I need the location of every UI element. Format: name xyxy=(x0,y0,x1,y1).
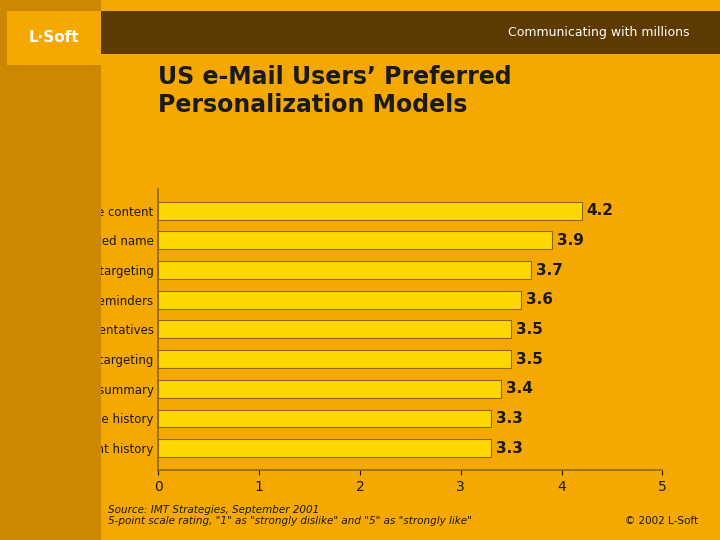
Bar xyxy=(158,232,552,249)
Text: 3.6: 3.6 xyxy=(526,292,554,307)
Text: 3.5: 3.5 xyxy=(516,322,543,337)
Text: 3.3: 3.3 xyxy=(496,441,523,456)
Bar xyxy=(158,202,582,220)
Text: 3.7: 3.7 xyxy=(536,262,563,278)
Bar xyxy=(158,291,521,309)
Bar xyxy=(158,321,511,338)
Text: © 2002 L-Soft: © 2002 L-Soft xyxy=(625,516,698,526)
Bar xyxy=(158,350,511,368)
Text: 3.3: 3.3 xyxy=(496,411,523,426)
Bar xyxy=(158,439,491,457)
Text: Communicating with millions: Communicating with millions xyxy=(508,26,689,39)
Text: 4.2: 4.2 xyxy=(587,203,614,218)
Bar xyxy=(158,261,531,279)
Text: US e-Mail Users’ Preferred
Personalization Models: US e-Mail Users’ Preferred Personalizati… xyxy=(158,65,512,117)
Text: L·Soft: L·Soft xyxy=(29,30,79,45)
Text: 3.5: 3.5 xyxy=(516,352,543,367)
Bar xyxy=(158,380,501,397)
Bar xyxy=(158,409,491,427)
Text: 3.9: 3.9 xyxy=(557,233,583,248)
Text: 3.4: 3.4 xyxy=(506,381,533,396)
Text: Source: IMT Strategies, September 2001
5-point scale rating, "1" as "strongly di: Source: IMT Strategies, September 2001 5… xyxy=(108,505,472,526)
